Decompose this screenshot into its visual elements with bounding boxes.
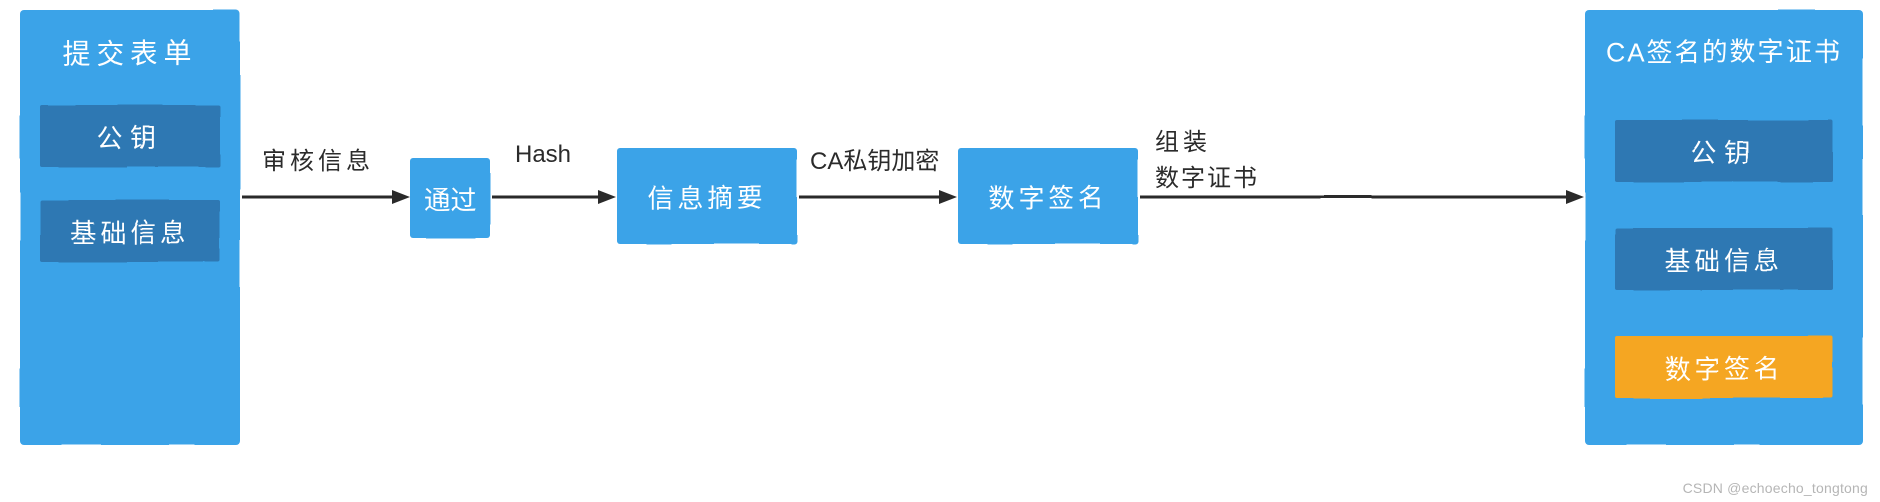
edge-arrow-1: [242, 187, 410, 207]
panel-item-label: 基础信息: [1664, 241, 1784, 278]
panel-item-basic-info: 基础信息: [40, 200, 220, 262]
node-label: 通过: [424, 180, 476, 217]
panel-item-label: 公钥: [96, 118, 164, 155]
node-signature: 数字签名: [958, 148, 1138, 244]
node-digest: 信息摘要: [617, 148, 797, 244]
edge-label-1: 审核信息: [262, 141, 374, 176]
panel-submit-form-title: 提交表单: [20, 32, 240, 72]
panel-item-label: 数字签名: [1664, 349, 1784, 386]
diagram-canvas: 提交表单 公钥 基础信息 通过 信息摘要 数字签名 CA签名的数字证书 公钥 基…: [0, 0, 1880, 502]
watermark: CSDN @echoecho_tongtong: [1683, 480, 1868, 496]
panel-item-label: 基础信息: [70, 213, 190, 250]
edge-label-4b: 数字证书: [1155, 158, 1259, 193]
edge-label-3: CA私钥加密: [810, 141, 939, 176]
node-pass: 通过: [410, 158, 490, 238]
panel-ca-certificate: CA签名的数字证书 公钥 基础信息 数字签名: [1585, 10, 1863, 445]
node-label: 信息摘要: [647, 178, 767, 215]
panel-item-public-key: 公钥: [40, 105, 220, 167]
panel-ca-certificate-title: CA签名的数字证书: [1585, 32, 1863, 69]
panel-submit-form: 提交表单 公钥 基础信息: [20, 10, 240, 445]
panel-item-basic-info-r: 基础信息: [1615, 228, 1833, 290]
node-label: 数字签名: [988, 178, 1108, 215]
edge-label-4a: 组装: [1155, 122, 1211, 157]
edge-arrow-3: [799, 187, 957, 207]
panel-item-digital-signature: 数字签名: [1615, 336, 1833, 398]
edge-arrow-2: [492, 187, 616, 207]
edge-label-2: Hash: [515, 141, 571, 169]
panel-item-label: 公钥: [1690, 133, 1758, 170]
panel-item-public-key-r: 公钥: [1615, 120, 1833, 182]
